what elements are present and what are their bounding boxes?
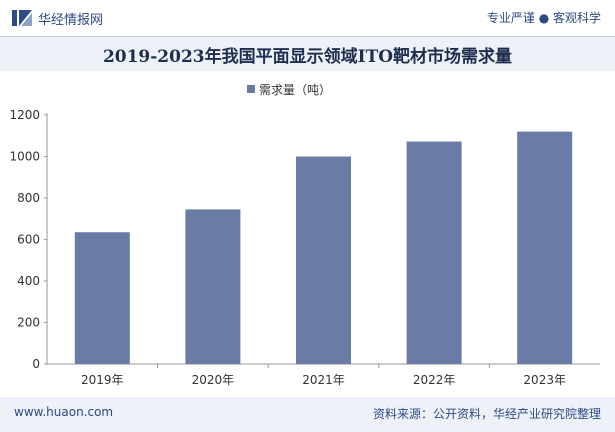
chart-bars (74, 131, 573, 364)
x-tick-labels: 2019年 2020年 2021年 2022年 2023年 (81, 373, 566, 387)
bar-3 (296, 156, 351, 364)
bar-chart: 需求量（吨） 2019年 2020年 2021年 2022年 2023年 0 200 400… (9, 83, 600, 387)
y-tick-label: 600 (17, 233, 40, 247)
y-tick-labels: 0 200 400 600 800 1000 1200 (9, 108, 40, 371)
x-tick-label: 2019年 (81, 373, 124, 387)
chart-title: 2019-2023年我国平面显示领域ITO靶材市场需求量 (102, 46, 513, 67)
bar-4 (406, 141, 462, 364)
legend-label: 需求量（吨） (259, 83, 331, 97)
chart-legend: 需求量（吨） (247, 83, 331, 97)
y-tick-label: 200 (17, 316, 40, 330)
site-url[interactable]: www.huaon.com (14, 405, 114, 419)
x-tick-label: 2023年 (523, 373, 566, 387)
y-tick-label: 800 (17, 191, 40, 205)
y-tick-label: 1000 (9, 150, 40, 164)
header-bar: 华经情报网 专业严谨 ● 客观科学 (0, 0, 615, 36)
bar-2 (185, 209, 241, 364)
legend-swatch (247, 85, 255, 93)
brand-name: 华经情报网 (38, 13, 104, 28)
x-tick-label: 2020年 (192, 373, 235, 387)
slogan: 专业严谨 ● 客观科学 (486, 11, 601, 25)
huajing-logo-icon (12, 10, 32, 26)
footer-bar: www.huaon.com 资料来源：公开资料，华经产业研究院整理 (0, 397, 615, 432)
source-note: 资料来源：公开资料，华经产业研究院整理 (372, 407, 601, 421)
y-tick-label: 1200 (9, 108, 40, 122)
bar-1 (74, 232, 130, 364)
x-tick-label: 2021年 (302, 373, 345, 387)
y-tick-label: 0 (32, 357, 40, 371)
y-tick-label: 400 (17, 274, 40, 288)
title-bar: 2019-2023年我国平面显示领域ITO靶材市场需求量 (0, 36, 615, 71)
x-tick-label: 2022年 (413, 373, 456, 387)
bar-5 (517, 131, 573, 364)
